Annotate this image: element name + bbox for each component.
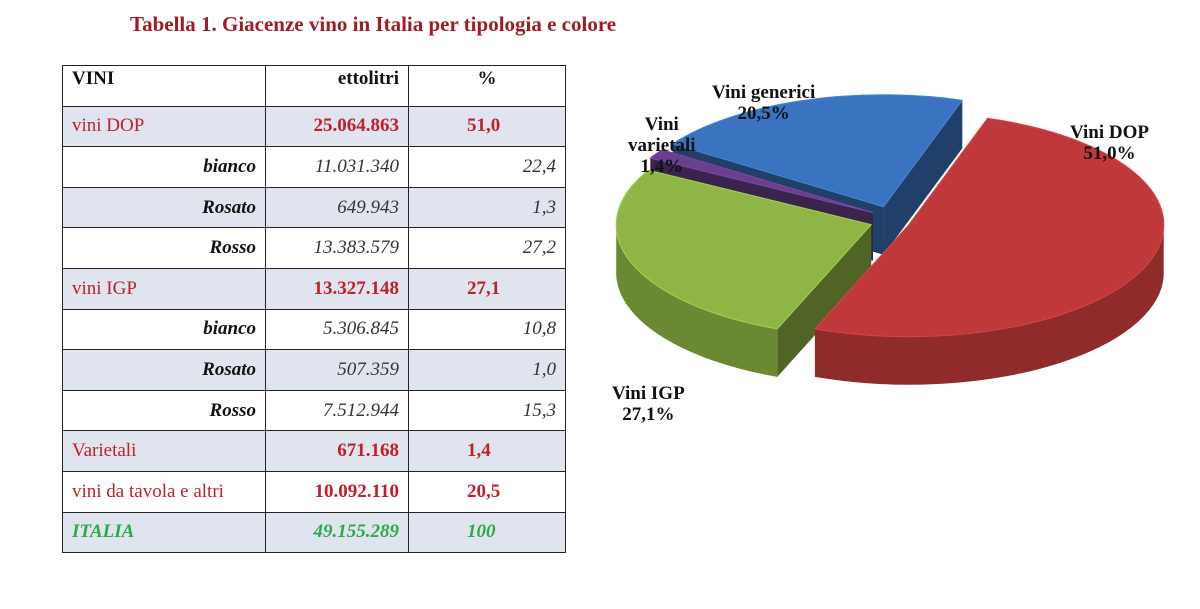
row-percent: 100 xyxy=(408,511,566,554)
label-vini-igp: Vini IGP 27,1% xyxy=(612,383,685,425)
row-name: vini DOP xyxy=(62,105,266,148)
label-vini-dop-value: 51,0% xyxy=(1083,143,1136,164)
row-ettolitri: 5.306.845 xyxy=(265,308,409,351)
row-ettolitri: 10.092.110 xyxy=(265,470,409,513)
row-percent: 15,3 xyxy=(408,389,566,432)
row-name: bianco xyxy=(62,146,266,188)
row-name: Rosso xyxy=(62,227,266,269)
row-name: vini IGP xyxy=(62,267,266,310)
label-vini-dop: Vini DOP 51,0% xyxy=(1070,122,1149,164)
row-ettolitri: 25.064.863 xyxy=(265,105,409,148)
row-percent: 20,5 xyxy=(408,470,566,513)
table-row: Rosato 649.943 1,3 xyxy=(62,186,566,229)
row-ettolitri: 507.359 xyxy=(265,349,409,391)
table-title: Tabella 1. Giacenze vino in Italia per t… xyxy=(130,12,617,36)
label-vini-generici-value: 20,5% xyxy=(737,103,790,124)
pie-slice-vini-dop xyxy=(813,117,1165,385)
label-vini-generici: Vini generici 20,5% xyxy=(712,82,815,124)
table-row: vini DOP 25.064.863 51,0 xyxy=(62,105,566,148)
label-vini-varietali-value: 1,4% xyxy=(640,156,684,177)
row-percent: 1,3 xyxy=(408,186,566,229)
table-row: Rosato 507.359 1,0 xyxy=(62,349,566,391)
row-name: Rosso xyxy=(62,389,266,432)
row-ettolitri: 671.168 xyxy=(265,430,409,472)
row-name: vini da tavola e altri xyxy=(62,470,266,513)
table-row: bianco 5.306.845 10,8 xyxy=(62,308,566,351)
label-vini-igp-value: 27,1% xyxy=(622,404,675,425)
row-percent: 1,0 xyxy=(408,349,566,391)
row-percent: 22,4 xyxy=(408,146,566,188)
table-header-row: VINI ettolitri % xyxy=(62,65,566,107)
row-ettolitri: 11.031.340 xyxy=(265,146,409,188)
table-row: vini IGP 13.327.148 27,1 xyxy=(62,267,566,310)
row-ettolitri: 13.327.148 xyxy=(265,267,409,310)
pie-slice-vini-igp xyxy=(615,169,873,377)
table-row: vini da tavola e altri 10.092.110 20,5 xyxy=(62,470,566,513)
row-name: Rosato xyxy=(62,186,266,229)
row-ettolitri: 13.383.579 xyxy=(265,227,409,269)
header-ettolitri: ettolitri xyxy=(265,65,409,107)
row-name: ITALIA xyxy=(62,511,266,554)
row-name: bianco xyxy=(62,308,266,351)
row-ettolitri: 7.512.944 xyxy=(265,389,409,432)
row-ettolitri: 49.155.289 xyxy=(265,511,409,554)
label-vini-igp-name: Vini IGP xyxy=(612,383,685,404)
row-percent: 10,8 xyxy=(408,308,566,351)
header-percent: % xyxy=(408,65,566,107)
label-vini-dop-name: Vini DOP xyxy=(1070,122,1149,143)
row-percent: 51,0 xyxy=(408,105,566,148)
row-percent: 27,1 xyxy=(408,267,566,310)
table-row: Rosso 13.383.579 27,2 xyxy=(62,227,566,269)
table-row: bianco 11.031.340 22,4 xyxy=(62,146,566,188)
header-vini: VINI xyxy=(62,65,266,107)
label-vini-varietali-line1: Vini xyxy=(644,114,679,135)
row-ettolitri: 649.943 xyxy=(265,186,409,229)
row-percent: 1,4 xyxy=(408,430,566,472)
wine-stock-table: VINI ettolitri % vini DOP 25.064.863 51,… xyxy=(62,65,566,554)
table-row: Varietali 671.168 1,4 xyxy=(62,430,566,472)
label-vini-varietali: Vini varietali 1,4% xyxy=(628,114,696,177)
label-vini-varietali-line2: varietali xyxy=(628,135,696,156)
pie-chart xyxy=(615,94,1165,385)
table-row: Rosso 7.512.944 15,3 xyxy=(62,389,566,432)
row-name: Rosato xyxy=(62,349,266,391)
table-total-row: ITALIA 49.155.289 100 xyxy=(62,511,566,554)
row-name: Varietali xyxy=(62,430,266,472)
label-vini-generici-name: Vini generici xyxy=(712,82,816,103)
row-percent: 27,2 xyxy=(408,227,566,269)
